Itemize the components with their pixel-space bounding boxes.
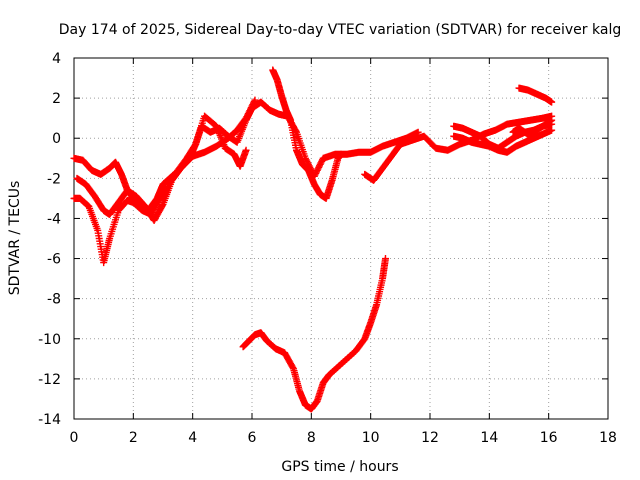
x-axis-title: GPS time / hours bbox=[281, 459, 398, 475]
series-sat-b bbox=[70, 112, 250, 267]
data-points bbox=[70, 66, 556, 413]
y-tick-label: -12 bbox=[38, 372, 61, 388]
data-point-marker bbox=[548, 116, 556, 124]
y-tick-label: -8 bbox=[47, 292, 61, 308]
data-point-marker bbox=[191, 141, 199, 149]
x-tick-label: 6 bbox=[248, 430, 257, 446]
series-sat-j bbox=[239, 255, 389, 413]
x-tick-label: 10 bbox=[362, 430, 380, 446]
data-point-marker bbox=[289, 364, 297, 372]
y-tick-label: 0 bbox=[52, 131, 61, 147]
series-sat-f bbox=[450, 126, 556, 156]
x-tick-label: 0 bbox=[70, 430, 79, 446]
data-point-marker bbox=[414, 128, 422, 136]
y-tick-label: -14 bbox=[38, 412, 61, 428]
x-tick-label: 18 bbox=[599, 430, 617, 446]
x-tick-label: 2 bbox=[129, 430, 138, 446]
data-point-marker bbox=[382, 255, 389, 263]
series-sat-h bbox=[509, 116, 556, 138]
y-tick-label: -10 bbox=[38, 332, 61, 348]
data-point-marker bbox=[548, 126, 556, 134]
y-axis-title: SDTVAR / TECUs bbox=[7, 181, 23, 296]
series-sat-c bbox=[73, 96, 259, 224]
x-tick-label: 4 bbox=[188, 430, 197, 446]
series-sat-g bbox=[450, 120, 556, 152]
y-tick-label: -6 bbox=[47, 252, 61, 268]
series-sat-d bbox=[269, 66, 345, 202]
data-point-marker bbox=[242, 146, 250, 154]
chart-title: Day 174 of 2025, Sidereal Day-to-day VTE… bbox=[59, 22, 621, 38]
data-point-marker bbox=[250, 98, 258, 106]
data-point-marker bbox=[158, 202, 166, 210]
y-tick-label: 4 bbox=[52, 51, 61, 67]
data-point-marker bbox=[337, 150, 345, 158]
series-sat-i bbox=[515, 84, 556, 106]
y-tick-label: 2 bbox=[52, 91, 61, 107]
data-point-marker bbox=[548, 98, 556, 106]
x-tick-label: 8 bbox=[307, 430, 316, 446]
axis-ticks: 0 2 4 6 8 10 12 14 16 18 -14 -12 -10 -8 -6 -4 -2 0 2 4 bbox=[38, 51, 617, 446]
x-tick-label: 16 bbox=[540, 430, 558, 446]
series-sat-e bbox=[361, 112, 556, 184]
x-tick-label: 12 bbox=[421, 430, 439, 446]
data-point-marker bbox=[251, 96, 259, 104]
y-tick-label: -4 bbox=[47, 211, 61, 227]
x-tick-label: 14 bbox=[480, 430, 498, 446]
plot-area-frame bbox=[73, 57, 609, 420]
y-tick-label: -2 bbox=[47, 171, 61, 187]
